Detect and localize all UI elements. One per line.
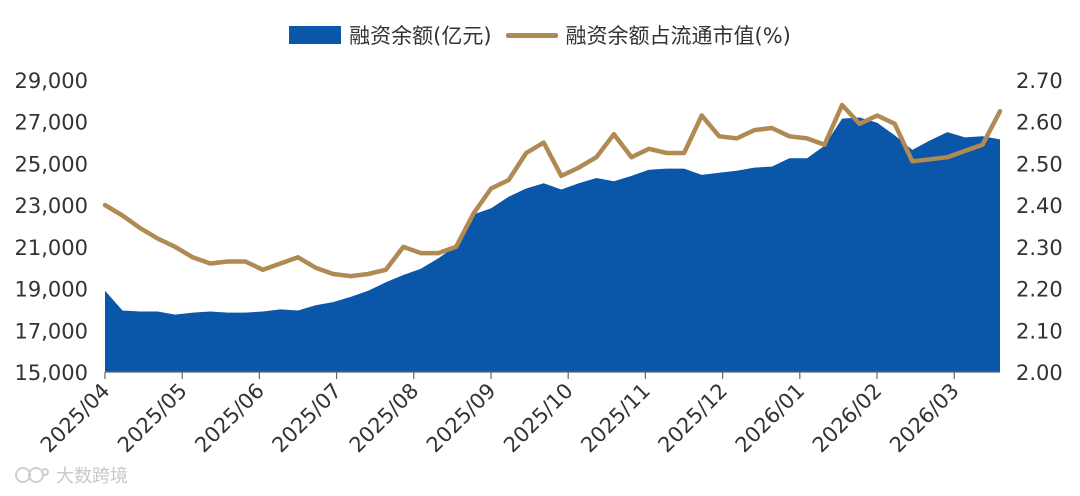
x-tick-label: 2025/10 [499,379,578,458]
y-right-tick-label: 2.20 [1016,278,1063,302]
legend-label-ratio: 融资余额占流通市值(%) [565,24,791,48]
y-left-tick-label: 19,000 [15,278,88,302]
x-tick-label: 2025/04 [36,379,115,458]
y-right-tick-label: 2.50 [1016,152,1063,176]
y-right-tick-label: 2.10 [1016,319,1063,343]
y-left-tick-label: 21,000 [15,236,88,260]
y-left-tick-label: 25,000 [15,152,88,176]
y-left-tick-label: 23,000 [15,194,88,218]
y-right-tick-label: 2.30 [1016,236,1063,260]
y-right-tick-label: 2.60 [1016,111,1063,135]
y-left-tick-label: 29,000 [15,69,88,93]
x-tick-label: 2026/02 [808,379,887,458]
y-left-tick-label: 15,000 [15,361,88,385]
watermark: 大数跨境 [14,462,128,488]
x-tick-label: 2025/07 [267,379,346,458]
y-right-tick-label: 2.40 [1016,194,1063,218]
legend-item-balance: 融资余额(亿元) [289,20,492,50]
x-tick-label: 2025/05 [113,379,192,458]
x-tick-label: 2025/11 [576,379,655,458]
legend-swatch-area [289,26,342,44]
y-right-tick-label: 2.00 [1016,361,1063,385]
y-left-tick-label: 17,000 [15,319,88,343]
watermark-logo-icon [15,467,49,483]
x-tick-label: 2025/06 [190,379,269,458]
x-tick-label: 2026/03 [885,379,964,458]
x-tick-label: 2025/08 [345,379,424,458]
x-tick-label: 2026/01 [731,379,810,458]
legend-item-ratio: 融资余额占流通市值(%) [505,20,791,50]
y-left-tick-label: 27,000 [15,111,88,135]
series-area-balance [105,117,1000,372]
series-line-ratio [102,102,1003,279]
y-right-tick-label: 2.70 [1016,69,1063,93]
x-tick-label: 2025/09 [422,379,501,458]
legend-swatch-line [505,32,558,38]
legend: 融资余额(亿元) 融资余额占流通市值(%) [0,20,1080,50]
watermark-text: 大数跨境 [56,466,128,487]
x-tick-label: 2025/12 [653,379,732,458]
legend-label-balance: 融资余额(亿元) [349,24,492,48]
